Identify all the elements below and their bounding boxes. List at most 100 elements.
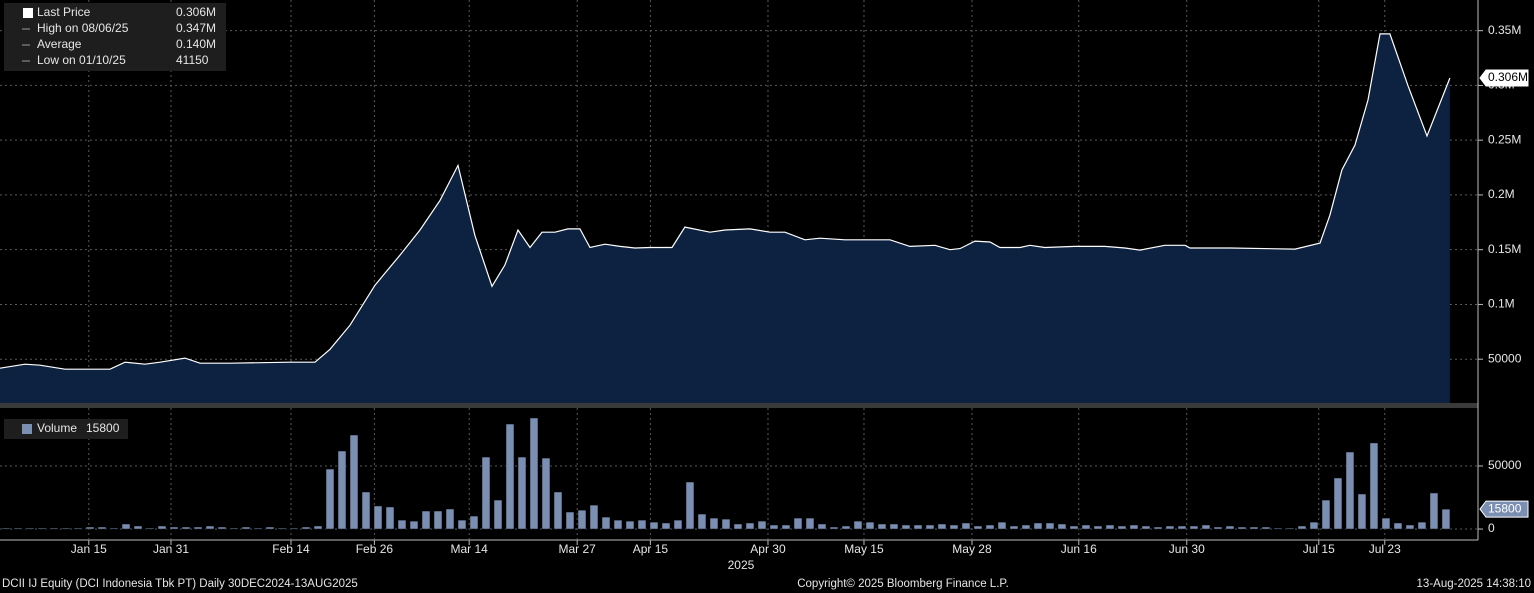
- legend-value: 41150: [176, 53, 209, 67]
- price-area: [0, 33, 1450, 404]
- volume-bar: [229, 527, 239, 530]
- volume-bar: [637, 519, 647, 530]
- volume-bar: [1021, 524, 1031, 530]
- volume-bar: [1141, 525, 1151, 530]
- volume-bar: [901, 524, 911, 530]
- volume-bar: [625, 520, 635, 530]
- x-tick-label: Jun 16: [1061, 542, 1097, 556]
- volume-bar: [313, 525, 323, 530]
- x-tick-label: Jul 23: [1369, 542, 1401, 556]
- volume-bar: [1189, 525, 1199, 530]
- volume-bar: [565, 511, 575, 530]
- y-tick-label: 50000: [1488, 458, 1522, 472]
- x-tick-label: Mar 27: [559, 542, 597, 556]
- last-value-tag-bg: [1479, 69, 1529, 87]
- volume-bar: [109, 527, 119, 530]
- legend-value: 0.306M: [176, 5, 216, 19]
- volume-bar: [1069, 525, 1079, 530]
- price-line: [0, 33, 1451, 370]
- volume-bar: [1405, 524, 1415, 530]
- volume-bar: [865, 521, 875, 530]
- volume-bar: [829, 526, 839, 530]
- volume-bar: [1273, 527, 1283, 530]
- volume-bar: [433, 510, 443, 530]
- volume-bar: [805, 517, 815, 530]
- volume-bar: [517, 456, 527, 530]
- volume-bar: [97, 526, 107, 530]
- legend-label: Volume: [37, 421, 77, 435]
- volume-bar: [1393, 522, 1403, 530]
- volume-bar: [385, 506, 395, 530]
- volume-bar: [601, 516, 611, 530]
- legend-swatch: [22, 424, 32, 434]
- y-tick-label: 0: [1488, 521, 1495, 535]
- volume-bar: [1249, 526, 1259, 530]
- volume-bar: [745, 522, 755, 530]
- volume-bar: [217, 526, 227, 530]
- legend-swatch: [23, 8, 33, 18]
- volume-bar: [469, 515, 479, 530]
- volume-bar: [589, 504, 599, 530]
- y-tick-label: 50000: [1488, 351, 1522, 365]
- volume-bar: [757, 520, 767, 530]
- legend-value: 0.347M: [176, 21, 216, 35]
- volume-bar: [985, 524, 995, 530]
- volume-bar: [1129, 524, 1139, 530]
- volume-bar: [541, 457, 551, 530]
- y-tick-label: 0.25M: [1488, 132, 1521, 146]
- panel-divider: [0, 403, 1478, 408]
- volume-bar: [1057, 523, 1067, 530]
- volume-bar: [925, 524, 935, 530]
- volume-bar: [505, 423, 515, 530]
- volume-bar: [457, 519, 467, 530]
- volume-bar: [85, 526, 95, 530]
- legend-label: Average: [37, 37, 82, 51]
- volume-bar: [937, 523, 947, 530]
- volume-bar: [781, 524, 791, 530]
- last-value-tag-bg: [1479, 500, 1529, 518]
- volume-bar: [1081, 524, 1091, 530]
- volume-bar: [1, 527, 11, 530]
- volume-bar: [373, 505, 383, 530]
- volume-bar: [1201, 524, 1211, 530]
- volume-bar: [1093, 525, 1103, 530]
- y-tick-label: 0.2M: [1488, 187, 1515, 201]
- volume-bar: [889, 523, 899, 530]
- x-tick-label: May 15: [844, 542, 884, 556]
- volume-bar: [1309, 521, 1319, 530]
- volume-bar: [73, 527, 83, 530]
- volume-bar: [49, 527, 59, 530]
- volume-bar: [325, 468, 335, 530]
- volume-bar: [445, 508, 455, 530]
- volume-bar: [721, 518, 731, 530]
- volume-bar: [1033, 522, 1043, 530]
- legend-label: High on 08/06/25: [37, 21, 129, 35]
- volume-bar: [613, 519, 623, 530]
- volume-bar: [361, 491, 371, 530]
- volume-bar: [493, 499, 503, 530]
- volume-bar: [685, 481, 695, 530]
- legend-box: [4, 419, 128, 439]
- volume-bar: [265, 526, 275, 530]
- volume-bar: [1225, 525, 1235, 530]
- volume-bar: [145, 527, 155, 530]
- x-tick-label: Feb 26: [356, 542, 394, 556]
- volume-bar: [1321, 499, 1331, 530]
- x-tick-label: Jun 30: [1169, 542, 1205, 556]
- legend-label: Last Price: [37, 5, 91, 19]
- volume-bar: [577, 509, 587, 530]
- last-value-tag: 15800: [1479, 500, 1529, 518]
- volume-bar: [853, 520, 863, 530]
- legend-value: 0.140M: [176, 37, 216, 51]
- volume-bar: [1297, 525, 1307, 530]
- volume-bar: [961, 522, 971, 530]
- last-value-tag-label: 0.306M: [1488, 70, 1528, 84]
- volume-bar: [817, 523, 827, 530]
- volume-bar: [649, 521, 659, 530]
- volume-bar: [181, 526, 191, 530]
- volume-bar: [1345, 451, 1355, 530]
- volume-bar: [1165, 525, 1175, 530]
- volume-bar: [1417, 521, 1427, 530]
- volume-bar: [1237, 526, 1247, 530]
- volume-bar: [1381, 517, 1391, 530]
